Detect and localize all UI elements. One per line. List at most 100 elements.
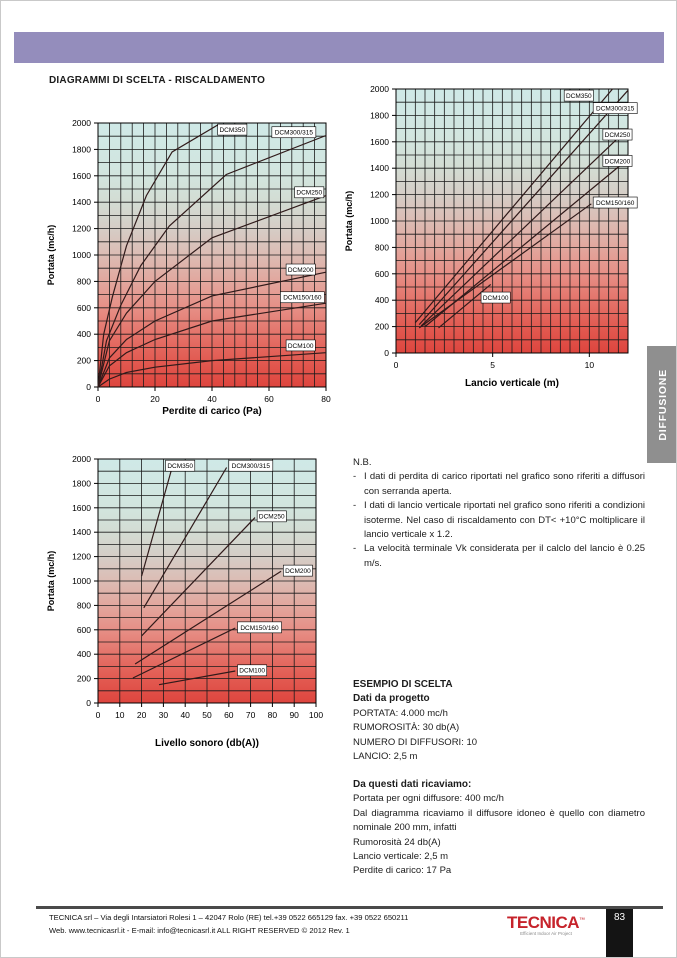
svg-text:400: 400 [375,295,389,305]
esempio-line: PORTATA: 4.000 mc/h [353,707,448,719]
svg-text:70: 70 [246,710,256,720]
svg-text:60: 60 [264,394,274,404]
chart-lancio-verticale: 0 5 10 0 200 400 600 800 1000 1200 1400 1600 1800 200… [339,79,643,409]
derive-line: Perdite di carico: 17 Pa [353,865,452,877]
svg-text:2000: 2000 [72,454,91,464]
svg-text:20: 20 [137,710,147,720]
purple-header-band [14,32,664,63]
svg-text:DCM200: DCM200 [285,568,311,575]
svg-text:1600: 1600 [370,137,389,147]
svg-text:1400: 1400 [370,163,389,173]
svg-text:600: 600 [77,303,91,313]
svg-text:1600: 1600 [72,503,91,513]
svg-text:1600: 1600 [72,171,91,181]
svg-text:600: 600 [77,625,91,635]
svg-text:80: 80 [268,710,278,720]
derive-line: Rumorosità 24 db(A) [353,836,441,848]
svg-text:600: 600 [375,269,389,279]
svg-text:100: 100 [309,710,323,720]
svg-text:DCM350: DCM350 [566,93,592,100]
svg-text:Livello sonoro (db(A)): Livello sonoro (db(A)) [155,738,259,749]
svg-text:5: 5 [490,360,495,370]
nb-heading: N.B. [353,457,372,468]
nb-item: - La velocità terminale Vk considerata p… [353,542,645,571]
footer-text: TECNICA srl – Via degli Intarsiatori Rol… [49,912,408,937]
esempio-block: ESEMPIO DI SCELTA Dati da progetto PORTA… [353,678,645,764]
svg-text:80: 80 [321,394,331,404]
svg-text:Portata (mc/h): Portata (mc/h) [46,551,56,612]
svg-text:40: 40 [207,394,217,404]
svg-text:30: 30 [159,710,169,720]
page-title: DIAGRAMMI DI SCELTA - RISCALDAMENTO [49,75,266,86]
svg-text:1800: 1800 [72,144,91,154]
svg-text:DCM250: DCM250 [605,132,631,139]
svg-text:Perdite di carico (Pa): Perdite di carico (Pa) [162,406,261,417]
svg-text:DCM300/315: DCM300/315 [232,463,271,470]
svg-text:800: 800 [375,242,389,252]
bullet-dash: - [353,471,357,483]
footer-rule [36,906,663,909]
svg-text:0: 0 [86,382,91,392]
svg-text:200: 200 [77,356,91,366]
section-tab-diffusione: DIFFUSIONE [647,346,676,463]
esempio-line: RUMOROSITÀ: 30 db(A) [353,722,460,734]
logo-wordmark: TECNICA [506,913,580,932]
svg-text:DCM200: DCM200 [288,267,314,274]
svg-text:0: 0 [394,360,399,370]
svg-text:2000: 2000 [72,118,91,128]
svg-text:1000: 1000 [72,250,91,260]
svg-text:0: 0 [96,394,101,404]
svg-text:400: 400 [77,649,91,659]
footer-address: TECNICA srl – Via degli Intarsiatori Rol… [49,913,409,922]
logo-tagline: Efficient Indoor Air Project [520,931,572,936]
svg-text:DCM300/315: DCM300/315 [275,130,314,137]
svg-text:800: 800 [77,600,91,610]
svg-text:1000: 1000 [370,216,389,226]
bullet-dash: - [353,500,357,512]
svg-text:DCM100: DCM100 [288,343,314,350]
svg-text:200: 200 [375,322,389,332]
derive-line: Dal diagramma ricaviamo il diffusore ido… [353,807,645,834]
svg-text:400: 400 [77,329,91,339]
nb-item-text: I dati di perdita di carico riportati ne… [364,471,645,497]
chart-livello-sonoro: 0 10 20 30 40 50 60 70 80 90 100 0 200 400 600 800 1000 1… [41,449,331,769]
svg-text:40: 40 [180,710,190,720]
svg-text:DCM250: DCM250 [296,190,322,197]
nb-item-text: La velocità terminale Vk considerata per… [364,543,645,569]
svg-text:1000: 1000 [72,576,91,586]
svg-text:10: 10 [115,710,125,720]
esempio-heading: ESEMPIO DI SCELTA [353,679,453,690]
svg-text:Lancio verticale (m): Lancio verticale (m) [465,378,559,389]
page-number-box: 83 [606,909,633,957]
svg-text:50: 50 [202,710,212,720]
derive-line: Lancio verticale: 2,5 m [353,851,449,863]
esempio-line: NUMERO DI DIFFUSORI: 10 [353,736,478,748]
esempio-subheading: Dati da progetto [353,693,430,705]
svg-text:1800: 1800 [370,110,389,120]
section-tab-label: DIFFUSIONE [656,368,669,441]
svg-text:1200: 1200 [370,190,389,200]
svg-text:1200: 1200 [72,224,91,234]
svg-text:10: 10 [585,360,595,370]
svg-text:200: 200 [77,674,91,684]
nb-item-text: I dati di lancio verticale riportati nel… [364,500,645,541]
svg-text:0: 0 [86,698,91,708]
svg-text:DCM100: DCM100 [483,295,509,302]
svg-text:1400: 1400 [72,197,91,207]
svg-text:Portata (mc/h): Portata (mc/h) [344,191,354,252]
derive-block: Da questi dati ricaviamo: Portata per og… [353,778,645,879]
svg-text:DCM150/160: DCM150/160 [596,200,635,207]
svg-text:1800: 1800 [72,478,91,488]
svg-text:0: 0 [96,710,101,720]
trademark-symbol: ™ [579,917,586,924]
footer-contacts: Web. www.tecnicasrl.it - E-mail: info@te… [49,925,350,935]
svg-text:DCM150/160: DCM150/160 [240,625,279,632]
svg-text:DCM100: DCM100 [239,668,265,675]
nb-item: - I dati di lancio verticale riportati n… [353,499,645,542]
svg-text:60: 60 [224,710,234,720]
svg-text:DCM350: DCM350 [219,127,245,134]
svg-text:20: 20 [150,394,160,404]
svg-text:Portata (mc/h): Portata (mc/h) [46,225,56,286]
derive-heading: Da questi dati ricaviamo: [353,779,472,790]
